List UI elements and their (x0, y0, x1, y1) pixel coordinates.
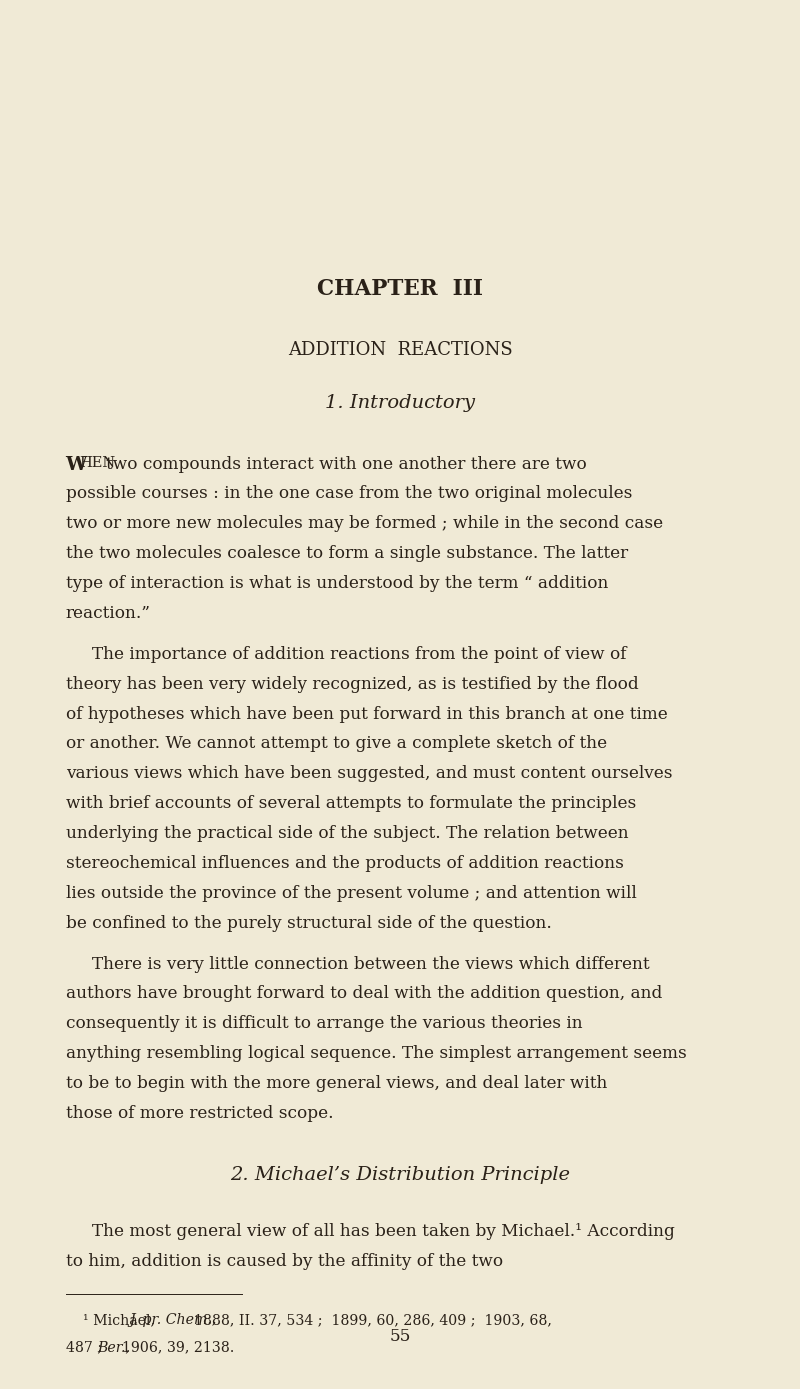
Text: J. pr. Chem.,: J. pr. Chem., (130, 1313, 217, 1326)
Text: various views which have been suggested, and must content ourselves: various views which have been suggested,… (66, 765, 672, 782)
Text: or another. We cannot attempt to give a complete sketch of the: or another. We cannot attempt to give a … (66, 735, 606, 753)
Text: authors have brought forward to deal with the addition question, and: authors have brought forward to deal wit… (66, 985, 662, 1003)
Text: underlying the practical side of the subject. The relation between: underlying the practical side of the sub… (66, 825, 628, 842)
Text: There is very little connection between the views which different: There is very little connection between … (92, 956, 650, 972)
Text: be confined to the purely structural side of the question.: be confined to the purely structural sid… (66, 914, 551, 932)
Text: The most general view of all has been taken by Michael.¹ According: The most general view of all has been ta… (92, 1222, 675, 1239)
Text: stereochemical influences and the products of addition reactions: stereochemical influences and the produc… (66, 854, 623, 872)
Text: those of more restricted scope.: those of more restricted scope. (66, 1104, 334, 1122)
Text: 1. Introductory: 1. Introductory (325, 394, 475, 411)
Text: possible courses : in the one case from the two original molecules: possible courses : in the one case from … (66, 485, 632, 503)
Text: lies outside the province of the present volume ; and attention will: lies outside the province of the present… (66, 885, 636, 901)
Text: 487 ;: 487 ; (66, 1340, 110, 1354)
Text: anything resembling logical sequence. The simplest arrangement seems: anything resembling logical sequence. Th… (66, 1045, 686, 1063)
Text: 2. Michael’s Distribution Principle: 2. Michael’s Distribution Principle (230, 1165, 570, 1183)
Text: 1906, 39, 2138.: 1906, 39, 2138. (122, 1340, 234, 1354)
Text: consequently it is difficult to arrange the various theories in: consequently it is difficult to arrange … (66, 1015, 582, 1032)
Text: to him, addition is caused by the affinity of the two: to him, addition is caused by the affini… (66, 1253, 502, 1270)
Text: 55: 55 (390, 1328, 410, 1345)
Text: two compounds interact with one another there are two: two compounds interact with one another … (106, 456, 587, 472)
Text: The importance of addition reactions from the point of view of: The importance of addition reactions fro… (92, 646, 626, 663)
Text: type of interaction is what is understood by the term “ addition: type of interaction is what is understoo… (66, 575, 608, 592)
Text: 1888, II. 37, 534 ;  1899, 60, 286, 409 ;  1903, 68,: 1888, II. 37, 534 ; 1899, 60, 286, 409 ;… (194, 1313, 552, 1326)
Text: theory has been very widely recognized, as is testified by the flood: theory has been very widely recognized, … (66, 675, 638, 693)
Text: with brief accounts of several attempts to formulate the principles: with brief accounts of several attempts … (66, 795, 636, 813)
Text: the two molecules coalesce to form a single substance. The latter: the two molecules coalesce to form a sin… (66, 544, 628, 563)
Text: CHAPTER  III: CHAPTER III (317, 278, 483, 300)
Text: ADDITION  REACTIONS: ADDITION REACTIONS (288, 342, 512, 358)
Text: reaction.”: reaction.” (66, 604, 150, 622)
Text: of hypotheses which have been put forward in this branch at one time: of hypotheses which have been put forwar… (66, 706, 667, 722)
Text: Ber.,: Ber., (98, 1340, 130, 1354)
Text: W: W (66, 456, 87, 474)
Text: two or more new molecules may be formed ; while in the second case: two or more new molecules may be formed … (66, 515, 662, 532)
Text: HEN: HEN (79, 456, 115, 469)
Text: to be to begin with the more general views, and deal later with: to be to begin with the more general vie… (66, 1075, 607, 1092)
Text: ¹ Michael,: ¹ Michael, (83, 1313, 160, 1326)
